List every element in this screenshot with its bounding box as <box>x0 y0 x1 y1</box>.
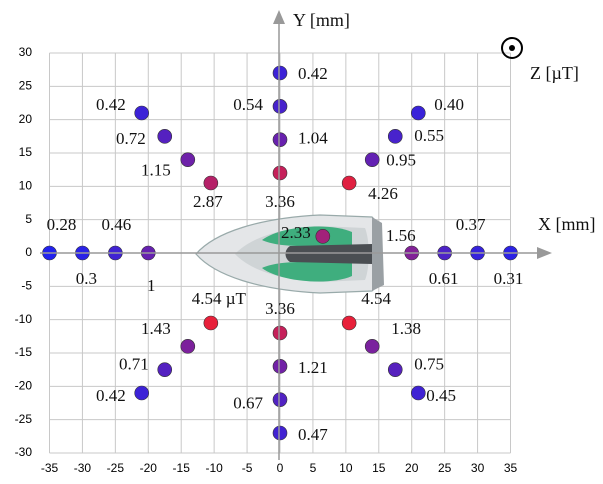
y-tick-label: -25 <box>15 412 33 426</box>
point <box>388 363 402 377</box>
value-label: 3.36 <box>265 299 295 318</box>
x-tick-label: 20 <box>405 461 419 475</box>
value-label: 0.46 <box>101 215 131 234</box>
x-axis-label: X [mm] <box>538 214 596 234</box>
value-label: 0.42 <box>96 95 126 114</box>
point <box>273 393 287 407</box>
value-label: 3.36 <box>265 192 295 211</box>
x-tick-label: 15 <box>372 461 386 475</box>
x-tick-label: -10 <box>205 461 223 475</box>
y-tick-label: 25 <box>19 79 33 93</box>
point <box>342 176 356 190</box>
value-label: 0.72 <box>116 129 146 148</box>
x-tick-label: -20 <box>140 461 158 475</box>
z-dot <box>509 45 515 51</box>
value-label: 0.45 <box>426 386 456 405</box>
value-label: 0.42 <box>298 64 328 83</box>
x-tick-label: 10 <box>339 461 353 475</box>
y-tick-label: -10 <box>15 312 33 326</box>
x-tick-label: -15 <box>173 461 191 475</box>
value-label: 0.31 <box>494 269 524 288</box>
value-label: 4.26 <box>368 184 398 203</box>
x-tick-label: 5 <box>310 461 317 475</box>
value-label: 0.61 <box>429 269 459 288</box>
value-label: 0.67 <box>233 394 263 413</box>
value-label: 0.42 <box>96 386 126 405</box>
point <box>342 316 356 330</box>
value-label: 0.71 <box>119 355 149 374</box>
point <box>158 129 172 143</box>
x-tick-label: 35 <box>504 461 518 475</box>
point <box>135 106 149 120</box>
value-label: 0.3 <box>76 269 97 288</box>
value-label: 2.87 <box>193 192 223 211</box>
iron-back <box>372 217 384 291</box>
point <box>316 229 330 243</box>
point <box>273 66 287 80</box>
x-tick-label: -5 <box>242 461 253 475</box>
value-label: 0.95 <box>386 151 416 170</box>
y-tick-label: 5 <box>25 212 32 226</box>
iron-handle <box>286 244 379 264</box>
y-arrow <box>273 10 285 24</box>
point <box>273 326 287 340</box>
value-label: 0.37 <box>456 215 486 234</box>
value-label: 4.54 <box>361 289 391 308</box>
point <box>204 316 218 330</box>
point <box>181 153 195 167</box>
value-label: 4.54 µT <box>192 289 247 308</box>
point <box>273 133 287 147</box>
y-tick-label: 20 <box>19 112 33 126</box>
x-tick-label: 25 <box>438 461 452 475</box>
value-label: 0.40 <box>434 95 464 114</box>
y-tick-label: -20 <box>15 379 33 393</box>
value-label: 1.56 <box>386 226 416 245</box>
value-label: 1.43 <box>141 319 171 338</box>
y-tick-label: -30 <box>15 445 33 459</box>
point <box>204 176 218 190</box>
point <box>365 339 379 353</box>
value-label: 0.28 <box>47 215 77 234</box>
y-tick-label: 10 <box>19 179 33 193</box>
point <box>135 386 149 400</box>
point <box>411 106 425 120</box>
value-label: 1.21 <box>298 358 328 377</box>
x-tick-label: 30 <box>471 461 485 475</box>
point <box>273 426 287 440</box>
point <box>273 166 287 180</box>
value-label: 1.15 <box>141 161 171 180</box>
value-label: 1 <box>147 276 156 295</box>
y-tick-label: 15 <box>19 145 33 159</box>
point <box>273 99 287 113</box>
x-tick-label: -35 <box>41 461 59 475</box>
x-arrow <box>537 247 552 259</box>
y-tick-label: 30 <box>19 45 33 59</box>
y-axis-label: Y [mm] <box>293 10 350 30</box>
chart: Y [mm] X [mm] Z [µT] -35-30-25-20-15-10-… <box>0 0 603 484</box>
point <box>273 359 287 373</box>
x-tick-label: 0 <box>277 461 284 475</box>
point <box>388 129 402 143</box>
x-tick-label: -30 <box>74 461 92 475</box>
value-label: 2.33 <box>281 223 311 242</box>
y-tick-label: 0 <box>25 245 32 259</box>
y-tick-label: -15 <box>15 345 33 359</box>
y-tick-label: -5 <box>21 279 32 293</box>
x-tick-label: -25 <box>107 461 125 475</box>
value-label: 1.04 <box>298 129 328 148</box>
z-axis-label: Z [µT] <box>530 63 579 83</box>
value-label: 0.55 <box>414 126 444 145</box>
value-label: 0.75 <box>414 355 444 374</box>
point <box>158 363 172 377</box>
point <box>181 339 195 353</box>
point <box>411 386 425 400</box>
value-label: 0.47 <box>298 425 328 444</box>
point <box>365 153 379 167</box>
value-label: 0.54 <box>233 95 263 114</box>
value-label: 1.38 <box>391 319 421 338</box>
